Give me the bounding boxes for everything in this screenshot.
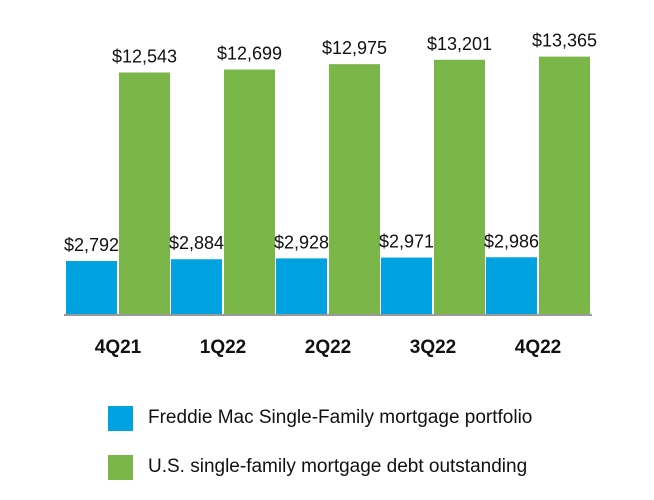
bar-debt-outstanding-4q22 [539,56,590,316]
bar-debt-outstanding-4q21 [119,72,170,315]
x-tick-labels-group: 4Q21 1Q22 2Q22 3Q22 4Q22 [95,337,561,358]
legend-swatch-debt-outstanding [108,454,133,480]
value-label-debt-outstanding-4q22: $13,365 [532,31,597,51]
value-label-debt-outstanding-3q22: $13,201 [427,34,492,54]
x-tick-label-1q22: 1Q22 [200,337,246,358]
x-tick-label-2q22: 2Q22 [305,337,351,358]
x-tick-label-3q22: 3Q22 [410,337,456,358]
legend-item-debt-outstanding: U.S. single-family mortgage debt outstan… [108,452,527,482]
bars-group [66,56,590,316]
bar-debt-outstanding-1q22 [224,69,275,316]
value-label-portfolio-4q22: $2,986 [484,231,539,251]
bar-debt-outstanding-2q22 [329,64,380,316]
value-label-debt-outstanding-4q21: $12,543 [112,47,177,67]
value-labels-group: $2,792 $12,543 $2,884 $12,699 $2,928 $12,975 $… [64,31,597,255]
value-label-debt-outstanding-1q22: $12,699 [217,43,282,63]
x-tick-label-4q21: 4Q21 [95,337,142,358]
legend-label-portfolio: Freddie Mac Single-Family mortgage portf… [148,407,533,428]
x-tick-label-4q22: 4Q22 [515,337,561,358]
legend-label-debt-outstanding: U.S. single-family mortgage debt outstan… [148,456,528,477]
bar-portfolio-1q22 [171,259,222,315]
value-label-portfolio-2q22: $2,928 [274,232,329,252]
bar-portfolio-3q22 [381,257,432,315]
bar-debt-outstanding-3q22 [434,59,485,315]
value-label-debt-outstanding-2q22: $12,975 [322,38,387,58]
bar-portfolio-2q22 [276,258,327,315]
value-label-portfolio-1q22: $2,884 [169,233,224,253]
bar-portfolio-4q22 [486,257,537,315]
legend-item-portfolio: Freddie Mac Single-Family mortgage portf… [108,403,532,433]
legend-swatch-portfolio [108,405,133,431]
bar-portfolio-4q21 [66,261,117,315]
value-label-portfolio-4q21: $2,792 [64,235,119,255]
value-label-portfolio-3q22: $2,971 [379,232,434,252]
